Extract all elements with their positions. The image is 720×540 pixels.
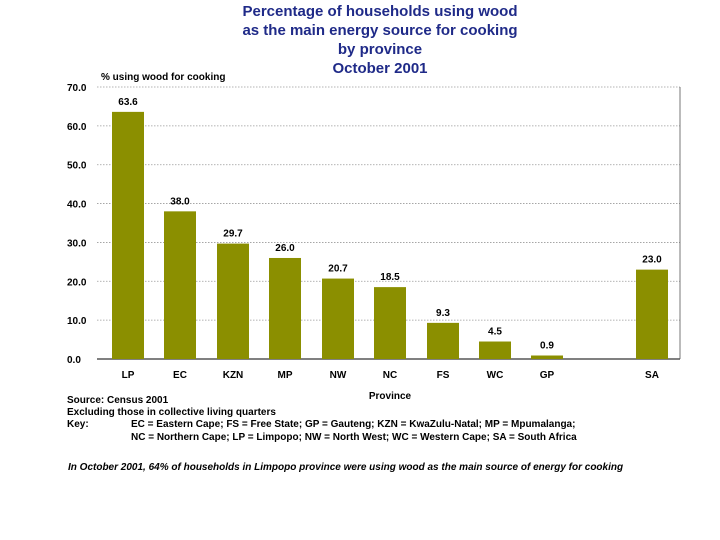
data-label: 23.0 [642, 255, 662, 266]
x-tick-label: WC [487, 370, 504, 381]
key-label: Key: [67, 419, 89, 431]
title-line-1: Percentage of households using wood [242, 3, 518, 20]
x-tick-label: FS [437, 370, 450, 381]
x-tick-label: GP [540, 370, 555, 381]
x-tick-label: NW [330, 370, 347, 381]
data-label: 20.7 [328, 264, 348, 275]
source-note: Source: Census 2001 [67, 395, 169, 406]
bar-mp [269, 257, 301, 359]
bar-nc [374, 287, 406, 359]
data-label: 9.3 [436, 308, 450, 319]
y-tick-label: 40.0 [67, 200, 87, 211]
key-row-1: Key: EC = Eastern Cape; FS = Free State;… [67, 419, 577, 431]
bar-kzn [217, 243, 249, 359]
x-tick-label: KZN [223, 370, 244, 381]
title-line-4: October 2001 [332, 60, 428, 77]
data-label: 63.6 [118, 97, 138, 108]
data-label: 38.0 [170, 196, 190, 207]
key-line-2: NC = Northern Cape; LP = Limpopo; NW = N… [131, 431, 577, 443]
bar-lp [112, 111, 144, 360]
data-label: 18.5 [380, 272, 400, 283]
excluding-note: Excluding those in collective living qua… [67, 407, 276, 419]
chart-title: Percentage of households using wood as t… [180, 2, 580, 78]
y-tick-label: 30.0 [67, 238, 87, 249]
bar-ec [164, 211, 196, 359]
y-tick-label: 60.0 [67, 122, 87, 133]
x-tick-label: LP [122, 370, 135, 381]
y-tick-label: 50.0 [67, 161, 87, 172]
key-row-2: NC = Northern Cape; LP = Limpopo; NW = N… [67, 432, 577, 444]
bar-chart: 0.0 10.0 20.0 30.0 40.0 50.0 60.0 70.0 % using w… [67, 72, 681, 400]
x-tick-label: EC [173, 370, 187, 381]
data-label: 26.0 [275, 243, 295, 254]
x-axis-label: Province [369, 391, 412, 400]
bar-gp [531, 355, 563, 359]
title-line-2: as the main energy source for cooking [242, 22, 518, 39]
x-tick-label: MP [278, 370, 293, 381]
bar-wc [479, 341, 511, 359]
y-axis-label: % using wood for cooking [101, 72, 225, 83]
x-tick-label: NC [383, 370, 397, 381]
y-tick-label: 0.0 [67, 355, 81, 366]
data-label: 4.5 [488, 327, 502, 338]
key-line-1: EC = Eastern Cape; FS = Free State; GP =… [131, 419, 576, 431]
data-label: 29.7 [223, 229, 243, 240]
title-line-3: by province [337, 41, 423, 58]
bar-sa [636, 269, 668, 359]
y-tick-label: 70.0 [67, 83, 87, 94]
x-tick-label: SA [645, 370, 659, 381]
y-tick-label: 10.0 [67, 316, 87, 327]
chart-notes: Source: Census 2001 Excluding those in c… [67, 395, 577, 444]
y-tick-label: 20.0 [67, 277, 87, 288]
footnote: In October 2001, 64% of households in Li… [68, 462, 624, 473]
data-label: 0.9 [540, 341, 554, 352]
bar-fs [427, 322, 459, 359]
bar-nw [322, 278, 354, 359]
